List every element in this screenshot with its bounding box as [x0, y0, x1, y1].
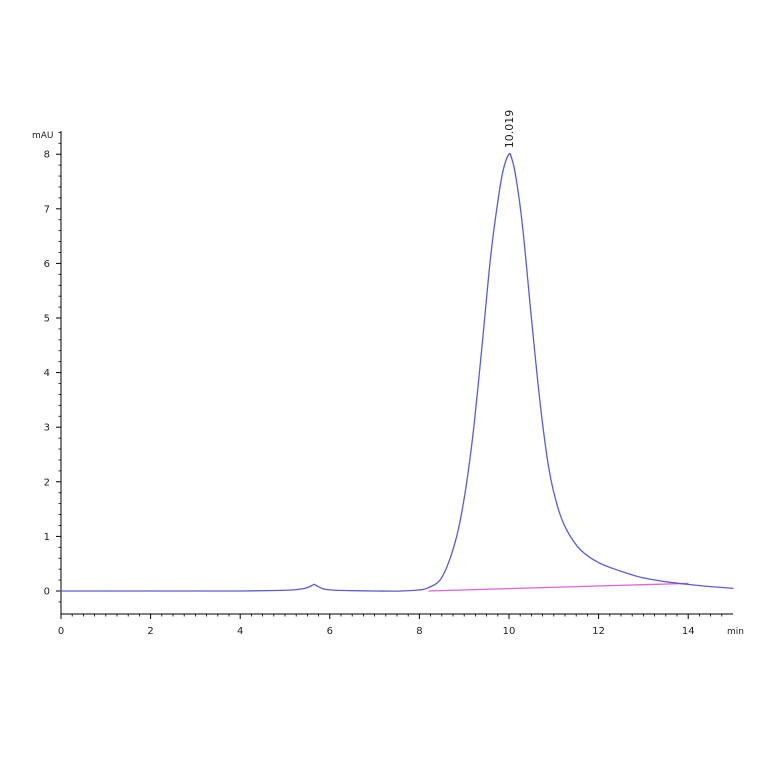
series-line-0	[61, 152, 734, 592]
x-tick-label: 12	[592, 626, 605, 637]
data-point	[490, 251, 492, 254]
data-point	[322, 588, 324, 590]
data-point	[374, 590, 376, 592]
data-point	[503, 164, 506, 166]
data-point	[598, 562, 600, 564]
x-axis-label: min	[727, 627, 744, 637]
x-tick-label: 0	[58, 626, 64, 637]
data-point	[508, 153, 510, 155]
data-point	[239, 590, 241, 592]
x-tick-label: 4	[237, 626, 243, 637]
annotations: 10.019	[503, 110, 516, 149]
x-tick-label: 8	[416, 626, 422, 637]
axes	[60, 131, 733, 615]
data-point	[329, 589, 331, 591]
peak-label: 10.019	[503, 110, 516, 149]
data-point	[642, 577, 645, 579]
data-point	[548, 470, 550, 472]
x-tick-label: 10	[503, 626, 516, 637]
data-point	[580, 549, 582, 551]
y-tick-label: 7	[44, 204, 50, 215]
y-tick-label: 8	[44, 150, 50, 161]
data-point	[499, 186, 501, 188]
data-point	[150, 590, 152, 592]
axis-ticks	[56, 131, 723, 619]
data-point	[194, 590, 196, 592]
integration-baseline	[428, 582, 689, 592]
y-tick-label: 4	[44, 368, 50, 379]
data-point	[400, 590, 403, 592]
data-point	[463, 497, 465, 499]
data-point	[418, 589, 420, 591]
data-point	[566, 530, 568, 532]
data-point	[342, 589, 344, 592]
x-tick-label: 14	[682, 626, 695, 637]
data-point	[530, 317, 533, 319]
data-point	[515, 175, 517, 177]
data-point	[313, 583, 315, 586]
data-point	[304, 587, 306, 589]
y-tick-label: 3	[44, 423, 50, 434]
data-point	[620, 570, 622, 572]
data-point	[427, 587, 429, 589]
y-tick-label: 6	[44, 259, 50, 270]
y-tick-label: 1	[44, 532, 50, 543]
data-point	[275, 589, 277, 592]
y-tick-label: 2	[44, 477, 50, 488]
series-layer	[60, 152, 734, 592]
x-tick-label: 6	[327, 626, 333, 637]
data-point	[105, 590, 107, 592]
data-point	[441, 576, 443, 579]
y-tick-label: 0	[44, 587, 50, 598]
data-point	[665, 581, 667, 583]
data-point	[539, 404, 542, 406]
data-point	[316, 585, 318, 587]
data-point	[710, 586, 712, 588]
y-tick-label: 5	[44, 314, 50, 325]
data-point	[481, 344, 483, 346]
data-point	[732, 587, 734, 589]
data-point	[454, 541, 456, 543]
data-point	[510, 156, 512, 158]
data-point	[311, 584, 313, 587]
data-point	[557, 508, 559, 510]
data-point	[521, 224, 524, 226]
x-tick-label: 2	[147, 626, 153, 637]
data-point	[293, 589, 295, 591]
data-point	[60, 590, 62, 592]
data-point	[472, 432, 474, 434]
y-axis-label: mAU	[32, 131, 54, 141]
data-point	[687, 583, 689, 586]
